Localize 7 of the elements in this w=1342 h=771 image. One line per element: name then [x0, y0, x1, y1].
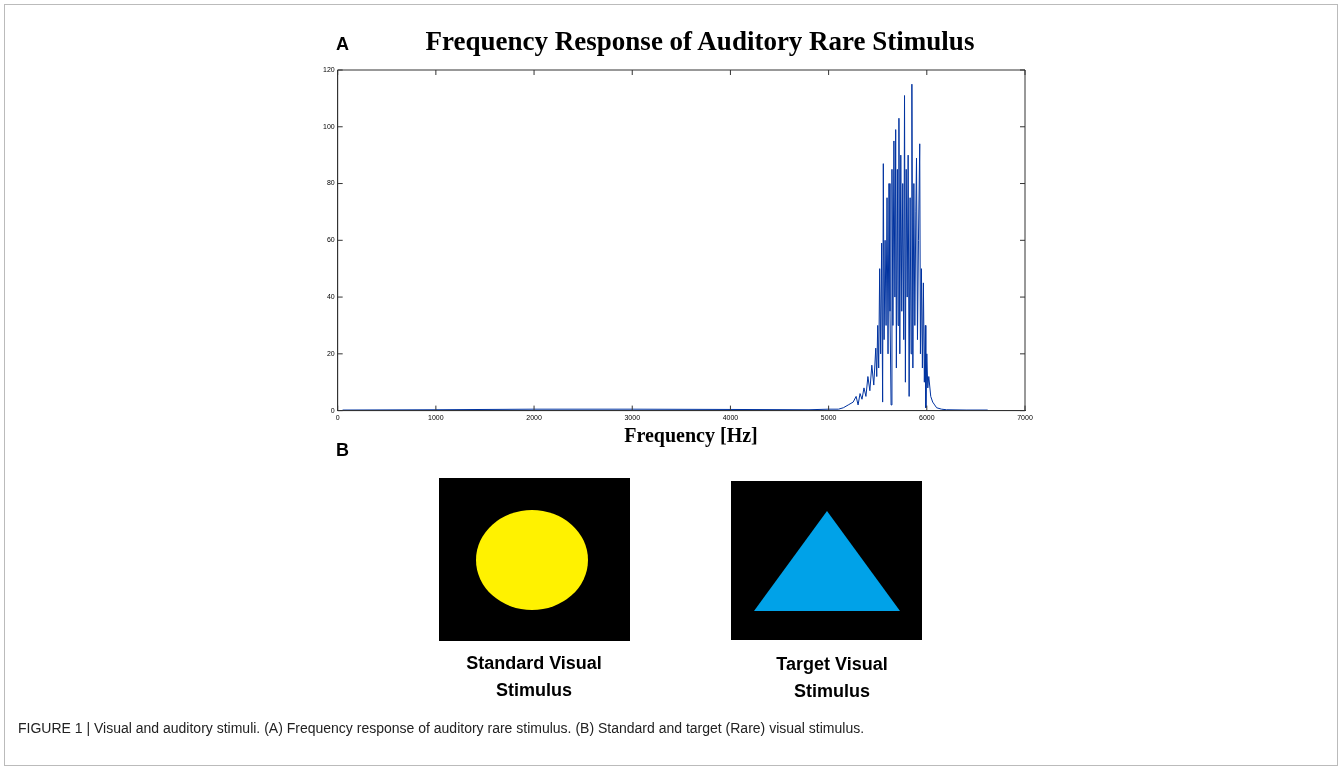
- text: B: [336, 440, 349, 461]
- x-axis-title: Frequency [Hz]: [623, 424, 759, 447]
- text: Target Visual Stimulus: [775, 653, 889, 703]
- text: Standard Visual Stimulus: [466, 652, 602, 702]
- caption: FIGURE 1 | Visual and auditory stimuli. (A) Frequency response of auditory rare stimulus. (B) Standard and target (Rare) visual stimulus.: [18, 720, 865, 736]
- chart-title: Frequency Response of Auditory Rare Stimulus: [424, 26, 976, 57]
- text: A: [336, 34, 349, 55]
